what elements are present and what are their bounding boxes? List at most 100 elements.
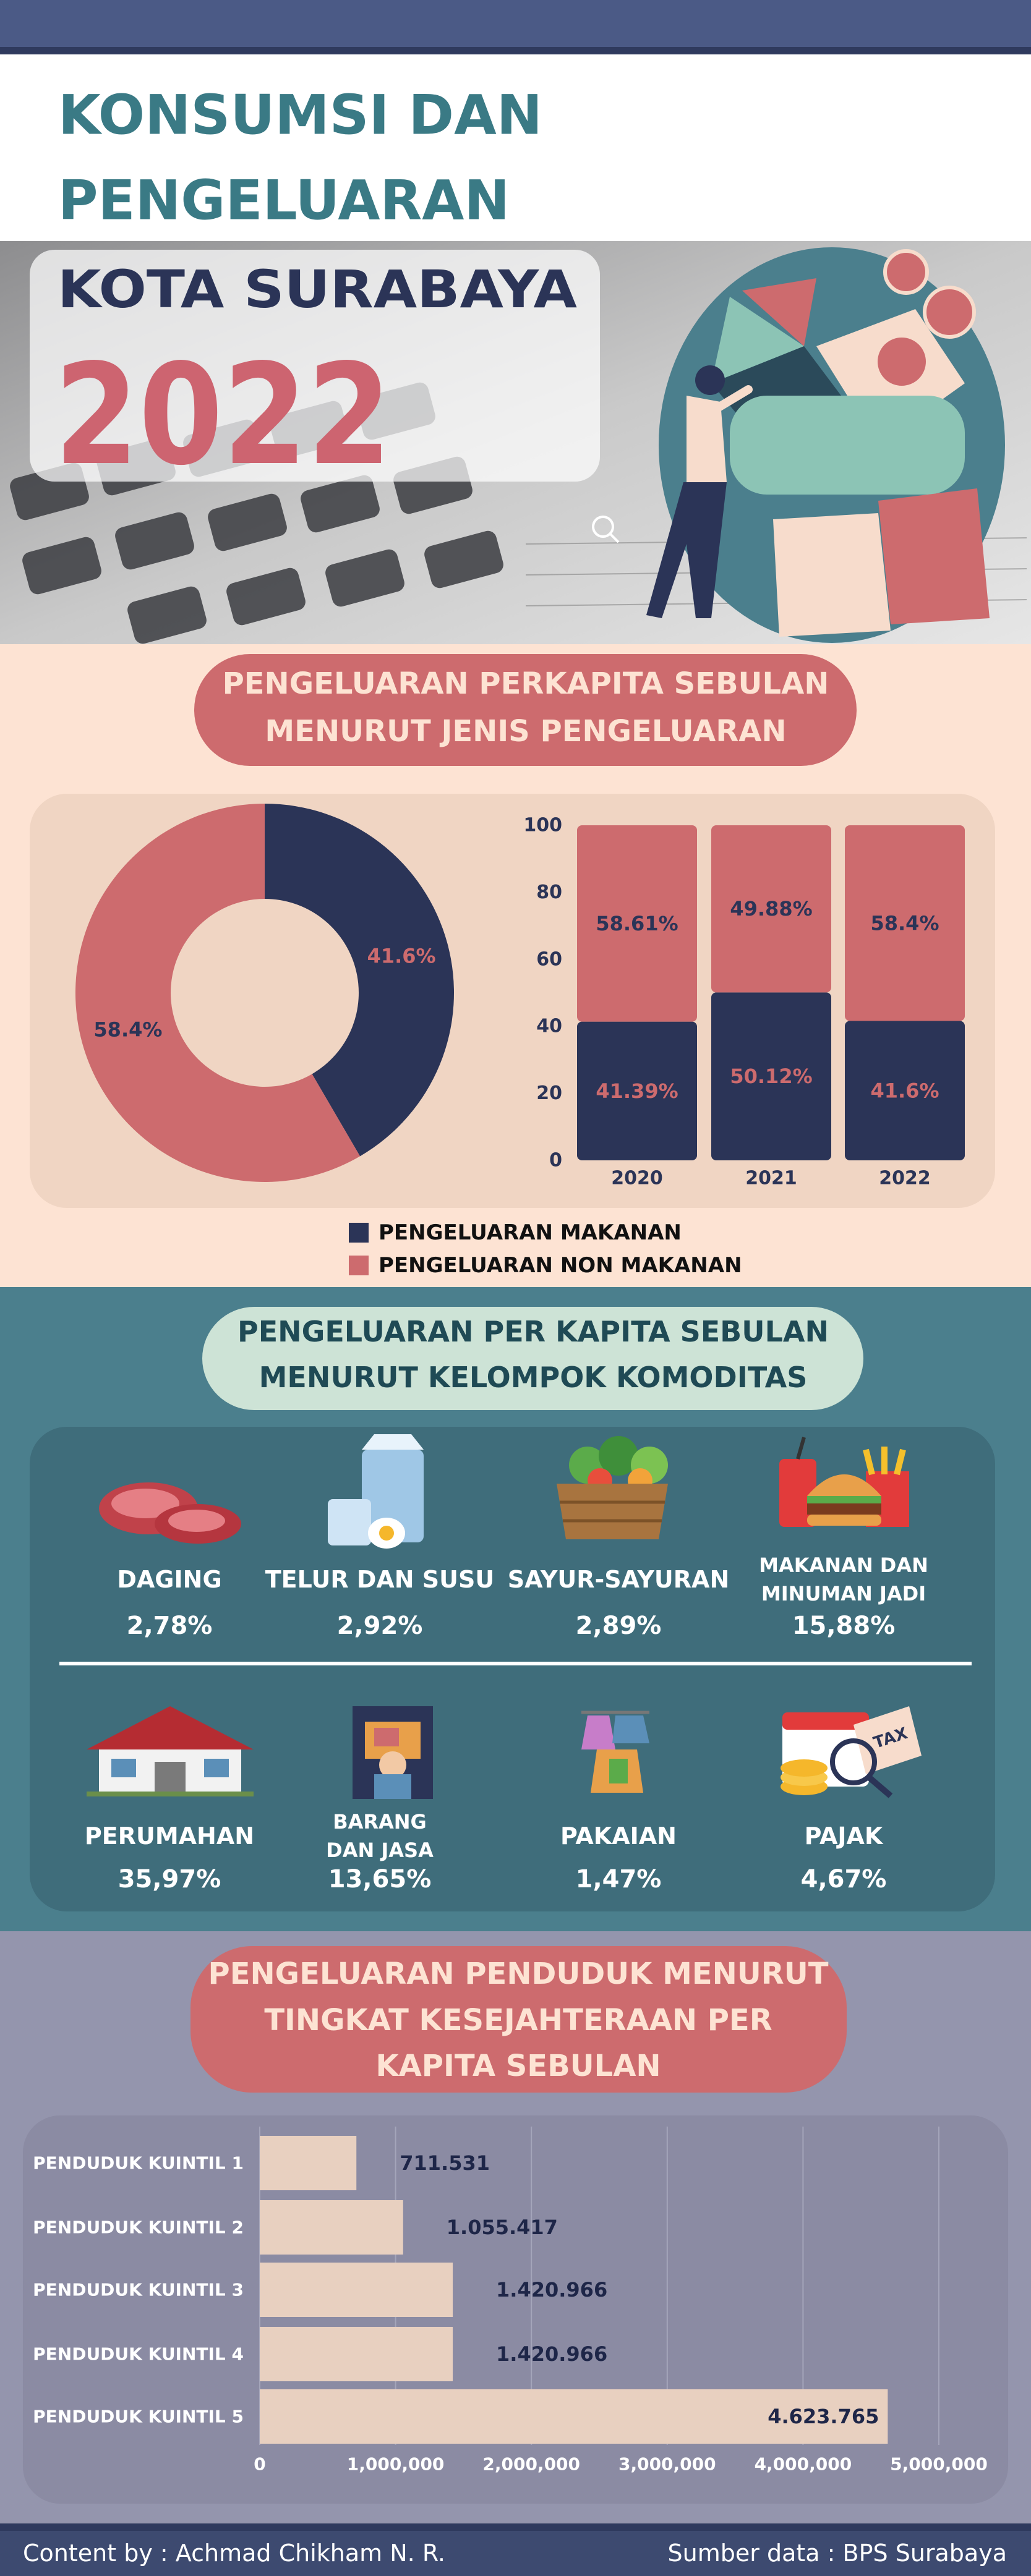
bar-label: 58.4% (870, 911, 939, 935)
y-tick-label: 20 (536, 1082, 562, 1104)
footer-source: Sumber data : BPS Surabaya (668, 2540, 1007, 2567)
section-title: PENGELUARAN PER KAPITA SEBULAN (237, 1315, 829, 1348)
icon-milk-egg (328, 1434, 424, 1549)
icon-house (87, 1706, 254, 1796)
value-label: 711.531 (400, 2151, 490, 2175)
section-title: PENGELUARAN PERKAPITA SEBULAN (223, 666, 829, 701)
y-tick-label: 0 (549, 1150, 562, 1171)
bar-label: 49.88% (730, 897, 812, 920)
section-1-title-pill (194, 654, 857, 766)
bar-label: 41.39% (596, 1079, 678, 1103)
item-value: 4,67% (801, 1865, 887, 1894)
item-value: 1,47% (576, 1865, 662, 1894)
y-tick-label: 100 (523, 815, 562, 836)
bar (260, 2263, 453, 2317)
icon-meat (99, 1482, 241, 1544)
y-tick-label: PENDUDUK KUINTIL 3 (33, 2280, 244, 2300)
y-tick-label: 60 (536, 948, 562, 970)
item-value: 13,65% (328, 1865, 432, 1894)
section-title: MENURUT JENIS PENGELUARAN (265, 714, 786, 749)
bar-label: 50.12% (730, 1065, 812, 1088)
x-tick-label: 2,000,000 (482, 2454, 580, 2475)
footer-stripe (0, 2523, 1031, 2531)
title-line: PENGELUARAN (58, 169, 510, 232)
bar (260, 2200, 403, 2255)
item-value: 15,88% (792, 1612, 896, 1640)
legend-swatch (349, 1256, 369, 1275)
title-box (30, 250, 600, 482)
x-tick-label: 0 (254, 2454, 265, 2475)
legend-swatch (349, 1223, 369, 1243)
x-tick-label: 3,000,000 (618, 2454, 716, 2475)
item-label: DAN JASA (326, 1838, 434, 1862)
item-label: MINUMAN JADI (761, 1582, 926, 1605)
title-line: KONSUMSI DAN (58, 83, 542, 147)
item-label: BARANG (333, 1810, 427, 1834)
bar (260, 2389, 888, 2444)
top-stripe (0, 47, 1031, 54)
section-3-chart: 0 1,000,000 2,000,000 3,000,000 4,000,000 5,0… (33, 2127, 988, 2475)
commodity-items: DAGING 2,78% TELUR DAN SUSU 2,92% SAYUR-SAYU… (85, 1554, 928, 1894)
section-2-title-pill (202, 1307, 863, 1410)
pie-slice (265, 804, 455, 1157)
icon-tax: TAX (781, 1706, 922, 1798)
bar-label: 58.61% (596, 912, 678, 935)
x-tick-label: 1,000,000 (347, 2454, 445, 2475)
item-label: TELUR DAN SUSU (265, 1566, 495, 1593)
bar-segment (845, 825, 965, 1021)
pie-slice (75, 804, 361, 1182)
y-tick-label: 40 (536, 1016, 562, 1037)
bar-segment (577, 1021, 697, 1160)
header-bg (0, 54, 1031, 241)
bar-label: 41.6% (870, 1079, 939, 1102)
footer-bg (0, 2523, 1031, 2576)
y-tick-label: PENDUDUK KUINTIL 4 (33, 2344, 244, 2365)
bar-segment (577, 825, 697, 1022)
item-value: 2,78% (127, 1612, 213, 1640)
bar-segment (711, 825, 831, 993)
y-tick-label: 80 (536, 882, 562, 903)
icon-clothes (581, 1711, 649, 1793)
value-label: 1.420.966 (496, 2278, 607, 2302)
bar-segment (845, 1021, 965, 1160)
x-tick-label: 2020 (611, 1168, 663, 1189)
icon-vegetables (557, 1436, 668, 1539)
section-3-title-pill (190, 1946, 847, 2093)
footer-credit: Content by : Achmad Chikham N. R. (23, 2540, 445, 2567)
item-value: 2,89% (576, 1612, 662, 1640)
section-title: TINGKAT KESEJAHTERAAN PER (264, 2003, 772, 2038)
value-label: 1.420.966 (496, 2342, 607, 2366)
y-tick-label: PENDUDUK KUINTIL 1 (33, 2153, 244, 2174)
x-tick-label: 2022 (879, 1168, 931, 1189)
section-1-charts: 41.6% 58.4% 0 20 40 60 80 100 41.39% 58.61% 2020 50… (75, 804, 965, 1278)
item-label: SAYUR-SAYURAN (508, 1566, 730, 1593)
y-tick-label: PENDUDUK KUINTIL 2 (33, 2217, 244, 2238)
city: KOTA SURABAYA (58, 259, 577, 320)
top-band (0, 0, 1031, 47)
item-value: 35,97% (118, 1865, 221, 1894)
bar (260, 2327, 453, 2381)
x-tick-label: 2021 (745, 1168, 797, 1189)
pie-label: 41.6% (367, 944, 436, 967)
item-label: PAJAK (805, 1822, 884, 1850)
item-label: MAKANAN DAN (759, 1554, 928, 1577)
year: 2022 (54, 334, 391, 496)
chart-panel (23, 2115, 1008, 2504)
legend-label: PENGELUARAN MAKANAN (379, 1220, 682, 1245)
legend-label: PENGELUARAN NON MAKANAN (379, 1253, 742, 1278)
header-illustration (646, 247, 1005, 643)
icon-fastfood (779, 1437, 909, 1527)
pie-label: 58.4% (93, 1018, 162, 1042)
value-label: 1.055.417 (447, 2216, 558, 2239)
x-tick-label: 5,000,000 (890, 2454, 988, 2475)
value-label: 4.623.765 (768, 2405, 879, 2428)
bar (260, 2136, 357, 2190)
commodity-panel (30, 1427, 995, 1911)
icon-goods (353, 1706, 433, 1799)
item-value: 2,92% (337, 1612, 423, 1640)
section-title: MENURUT KELOMPOK KOMODITAS (259, 1361, 808, 1394)
bar-segment (711, 992, 831, 1160)
y-tick-label: PENDUDUK KUINTIL 5 (33, 2407, 244, 2427)
